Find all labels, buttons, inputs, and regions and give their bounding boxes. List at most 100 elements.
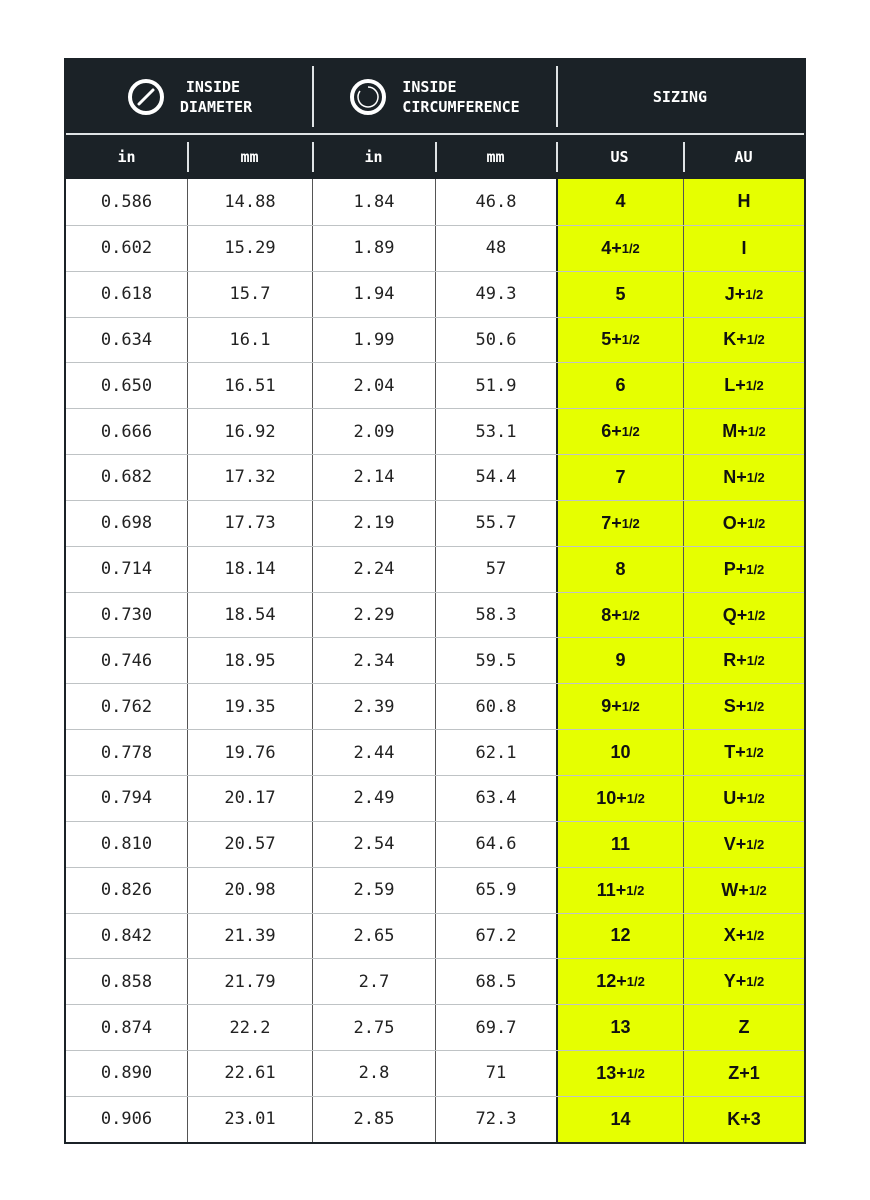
cell-value: 0.794 xyxy=(100,788,153,809)
cell-value: H xyxy=(737,191,751,212)
cell-value: 2.19 xyxy=(353,513,395,534)
cell-us: 12 xyxy=(556,913,683,959)
cell-us: 6+ 1/2 xyxy=(556,409,683,455)
cell-value: 9 xyxy=(615,650,626,671)
cell-value: 6 xyxy=(615,375,626,396)
cell-c-in: 2.04 xyxy=(312,363,435,409)
cell-value: T+ xyxy=(724,742,746,763)
cell-c-in: 2.19 xyxy=(312,500,435,546)
cell-c-mm: 48 xyxy=(435,225,556,271)
cell-value: 0.746 xyxy=(100,650,153,671)
cell-value: Q+ xyxy=(722,604,748,625)
table-row: 0.858 21.79 2.7 68.5 12+ 1/2 Y+ 1/2 xyxy=(66,958,804,1005)
cell-value: 0.842 xyxy=(100,925,153,946)
cell-value: 8 xyxy=(615,558,626,579)
cell-au: K+ 1/2 xyxy=(683,317,804,363)
cell-value: X+ xyxy=(723,925,747,946)
cell-d-mm: 20.17 xyxy=(187,775,312,821)
cell-value: 58.3 xyxy=(475,605,517,626)
cell-value: 0.874 xyxy=(100,1017,153,1038)
unit-header: in xyxy=(117,148,136,166)
cell-value: 20.17 xyxy=(224,788,276,809)
cell-fraction: 1/2 xyxy=(621,699,640,715)
table-row: 0.698 17.73 2.19 55.7 7+ 1/2 O+ 1/2 xyxy=(66,499,804,546)
circumference-icon xyxy=(350,78,387,115)
cell-value: K+3 xyxy=(727,1108,761,1129)
cell-value: 0.698 xyxy=(100,513,153,534)
cell-c-in: 1.94 xyxy=(312,271,435,317)
cell-value: 72.3 xyxy=(475,1109,517,1130)
cell-fraction: 1/2 xyxy=(626,974,645,990)
cell-d-mm: 18.54 xyxy=(187,592,312,638)
cell-d-in: 0.650 xyxy=(66,363,187,408)
cell-d-mm: 16.1 xyxy=(187,317,312,363)
cell-c-mm: 67.2 xyxy=(435,913,556,959)
cell-value: 71 xyxy=(485,1063,507,1084)
cell-us: 6 xyxy=(556,363,683,409)
cell-c-mm: 64.6 xyxy=(435,821,556,867)
cell-value: 60.8 xyxy=(475,696,517,717)
cell-c-mm: 72.3 xyxy=(435,1096,556,1142)
cell-fraction: 1/2 xyxy=(621,424,640,440)
cell-au: M+ 1/2 xyxy=(683,409,804,455)
cell-value: 2.04 xyxy=(353,375,395,396)
cell-fraction: 1/2 xyxy=(746,653,765,669)
table-row: 0.730 18.54 2.29 58.3 8+ 1/2 Q+ 1/2 xyxy=(66,591,804,638)
cell-value: 67.2 xyxy=(475,925,517,946)
cell-fraction: 1/2 xyxy=(746,332,765,348)
cell-c-in: 2.44 xyxy=(312,730,435,775)
cell-value: 0.618 xyxy=(100,284,153,305)
cell-value: 11+ xyxy=(596,879,627,900)
cell-us: 13+ 1/2 xyxy=(556,1051,683,1096)
cell-value: 21.39 xyxy=(224,925,276,946)
cell-d-mm: 17.32 xyxy=(187,455,312,500)
table-row: 0.714 18.14 2.24 57 8 P+ 1/2 xyxy=(66,545,804,592)
cell-d-in: 0.826 xyxy=(66,868,187,913)
cell-value: 0.666 xyxy=(100,421,153,442)
cell-d-in: 0.906 xyxy=(66,1097,187,1142)
cell-value: S+ xyxy=(723,696,747,717)
cell-d-mm: 16.51 xyxy=(187,363,312,409)
cell-fraction: 1/2 xyxy=(626,1065,645,1081)
cell-d-in: 0.698 xyxy=(66,501,187,546)
cell-au: R+ 1/2 xyxy=(683,638,804,684)
cell-fraction: 1/2 xyxy=(746,561,765,577)
cell-fraction: 1/2 xyxy=(746,836,765,852)
cell-value: 22.61 xyxy=(224,1063,276,1084)
cell-d-in: 0.842 xyxy=(66,914,187,959)
cell-au: W+ 1/2 xyxy=(683,867,804,913)
cell-us: 11 xyxy=(556,821,683,867)
cell-value: M+ xyxy=(722,421,748,442)
cell-value: 5 xyxy=(615,283,626,304)
cell-value: 68.5 xyxy=(475,971,517,992)
cell-d-in: 0.618 xyxy=(66,272,187,317)
header-inside-circumference: INSIDE CIRCUMFERENCE xyxy=(312,60,556,133)
cell-d-mm: 19.76 xyxy=(187,730,312,775)
cell-c-mm: 51.9 xyxy=(435,363,556,409)
cell-c-in: 1.99 xyxy=(312,317,435,363)
cell-d-mm: 19.35 xyxy=(187,684,312,730)
cell-fraction: 1/2 xyxy=(621,515,640,531)
cell-value: 18.95 xyxy=(224,650,276,671)
cell-value: 7+ xyxy=(601,512,622,533)
cell-value: 57 xyxy=(485,559,507,580)
cell-us: 7 xyxy=(556,455,683,500)
cell-value: 0.730 xyxy=(100,605,153,626)
cell-c-in: 2.54 xyxy=(312,821,435,867)
cell-value: 5+ xyxy=(601,329,622,350)
cell-value: 2.7 xyxy=(358,971,390,992)
cell-au: Q+ 1/2 xyxy=(683,592,804,638)
cell-value: Y+ xyxy=(723,971,747,992)
cell-fraction: 1/2 xyxy=(621,332,640,348)
cell-fraction: 1/2 xyxy=(626,790,645,806)
cell-value: 20.98 xyxy=(224,880,276,901)
table-row: 0.810 20.57 2.54 64.6 11 V+ 1/2 xyxy=(66,820,804,867)
cell-d-in: 0.730 xyxy=(66,593,187,638)
cell-value: N+ xyxy=(723,466,747,487)
cell-value: 0.650 xyxy=(100,375,153,396)
cell-fraction: 1/2 xyxy=(621,240,640,256)
cell-us: 13 xyxy=(556,1005,683,1051)
cell-value: 16.1 xyxy=(229,329,271,350)
cell-c-in: 2.65 xyxy=(312,913,435,959)
cell-d-mm: 20.57 xyxy=(187,821,312,867)
